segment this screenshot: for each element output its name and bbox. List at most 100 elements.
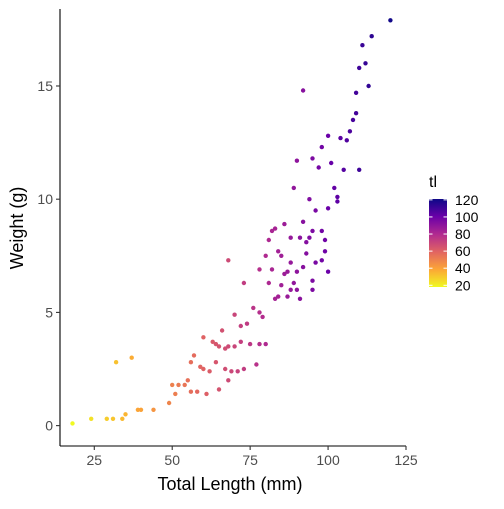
legend-tick-label: 60 <box>455 243 471 259</box>
data-point <box>279 253 284 258</box>
data-point <box>329 160 334 166</box>
data-point <box>357 65 362 71</box>
data-point <box>123 412 128 417</box>
data-point <box>238 323 243 329</box>
data-point <box>247 341 253 347</box>
data-point <box>388 18 393 23</box>
data-point <box>325 206 331 211</box>
data-point <box>113 360 119 365</box>
data-point <box>120 416 125 421</box>
data-point <box>288 260 293 265</box>
data-point <box>297 296 303 301</box>
data-point <box>232 312 237 317</box>
data-point <box>182 382 187 388</box>
data-point <box>357 167 362 172</box>
data-point <box>263 253 268 258</box>
data-point <box>257 341 262 347</box>
y-axis-title: Weight (g) <box>7 187 27 270</box>
data-point <box>229 369 234 374</box>
data-point <box>201 335 206 340</box>
data-point <box>338 135 343 141</box>
data-point <box>138 407 144 412</box>
data-point <box>223 366 228 372</box>
data-point <box>310 156 315 161</box>
data-point <box>319 228 324 234</box>
data-point <box>226 258 231 263</box>
data-point <box>288 287 293 292</box>
data-point <box>300 264 306 270</box>
legend-tick-label: 100 <box>455 209 479 225</box>
data-point <box>257 267 262 272</box>
data-point <box>135 407 141 412</box>
data-point <box>350 117 356 123</box>
data-point <box>276 249 281 254</box>
y-tick-label: 15 <box>37 78 53 94</box>
data-point <box>110 416 116 421</box>
data-point <box>89 416 94 421</box>
data-point <box>344 138 349 143</box>
legend-tick-label: 80 <box>455 226 471 242</box>
data-point <box>300 88 306 93</box>
x-tick-label: 125 <box>394 452 418 468</box>
data-point <box>213 360 219 365</box>
data-point <box>266 280 271 286</box>
data-point <box>235 369 240 374</box>
data-point <box>366 83 371 89</box>
data-point <box>191 353 197 358</box>
data-point <box>316 165 321 170</box>
data-point <box>294 269 300 274</box>
data-point <box>207 369 212 374</box>
data-point <box>170 382 175 388</box>
data-point <box>310 278 315 283</box>
data-point <box>304 240 309 245</box>
data-point <box>241 366 247 372</box>
x-tick-label: 75 <box>242 452 258 468</box>
legend-tick-label: 20 <box>455 277 471 293</box>
data-point <box>201 366 206 372</box>
data-point <box>307 235 312 240</box>
data-point <box>188 389 194 394</box>
data-point <box>210 339 215 344</box>
data-point <box>282 221 287 227</box>
y-tick-label: 0 <box>45 418 53 434</box>
data-points <box>70 18 393 426</box>
data-point <box>291 185 296 191</box>
data-point <box>223 346 228 351</box>
x-tick-label: 50 <box>164 452 180 468</box>
data-point <box>251 305 256 311</box>
data-point <box>285 269 290 274</box>
legend-tick-label: 40 <box>455 260 471 276</box>
data-point <box>257 310 262 315</box>
data-point <box>176 382 181 388</box>
data-point <box>188 360 194 365</box>
y-axis-ticks: 0 5 10 15 <box>37 78 60 434</box>
x-axis-title: Total Length (mm) <box>157 474 302 494</box>
data-point <box>313 260 318 265</box>
x-tick-label: 25 <box>86 452 102 468</box>
data-point <box>216 387 222 392</box>
data-point <box>232 344 237 349</box>
data-point <box>213 341 219 347</box>
legend-colorbar <box>429 199 447 287</box>
data-point <box>335 199 340 204</box>
data-point <box>279 283 284 288</box>
data-point <box>369 34 374 39</box>
data-point <box>307 197 312 202</box>
data-point <box>310 228 315 234</box>
data-point <box>304 251 309 256</box>
data-point <box>319 144 324 150</box>
data-point <box>272 296 278 301</box>
data-point <box>260 314 265 320</box>
data-point <box>294 158 300 163</box>
data-point <box>216 344 222 349</box>
data-point <box>300 219 306 224</box>
x-axis-ticks: 25 50 75 100 125 <box>86 446 418 468</box>
data-point <box>276 294 281 299</box>
data-point <box>104 416 110 421</box>
data-point <box>353 90 359 96</box>
data-point <box>313 208 318 213</box>
data-point <box>322 237 328 243</box>
